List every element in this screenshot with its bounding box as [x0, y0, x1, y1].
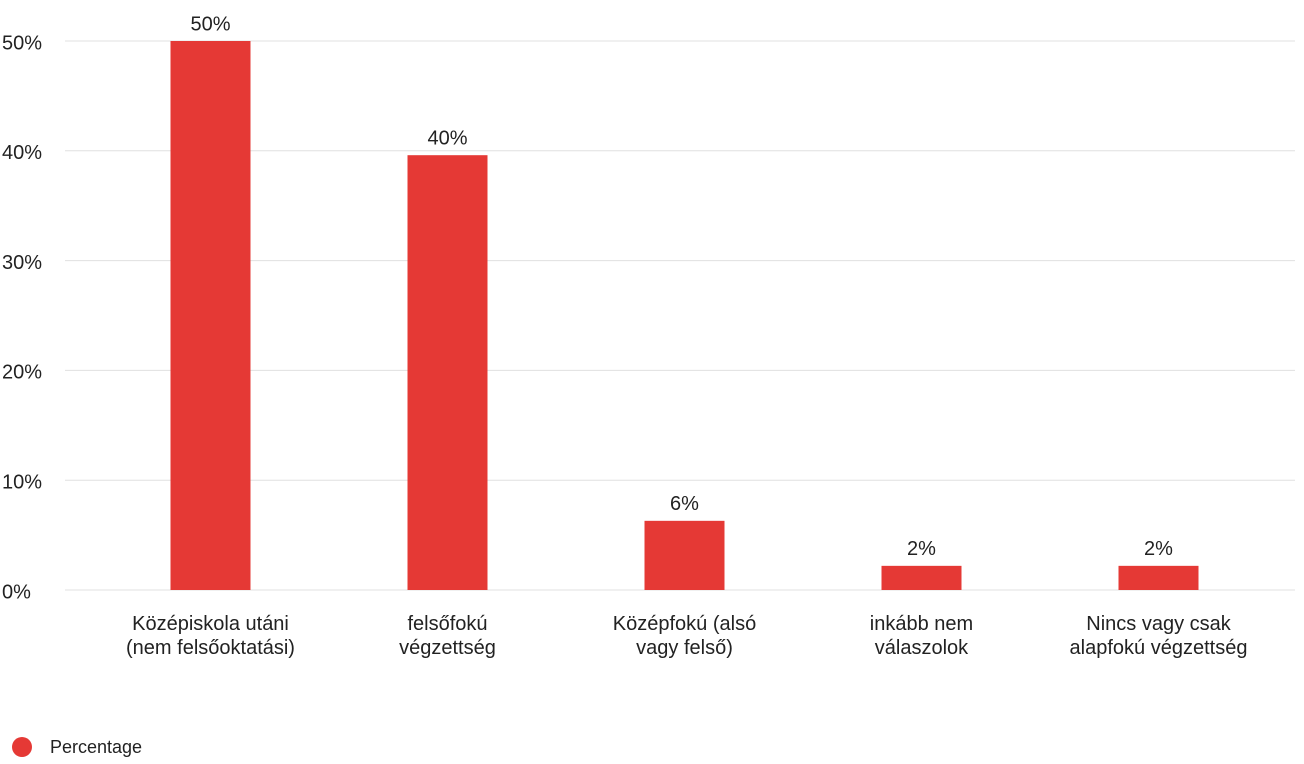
legend-label: Percentage	[50, 737, 142, 757]
x-tick-label-box: Középiskola utáni (nem felsőoktatási)	[126, 613, 295, 659]
y-tick-label: 30%	[2, 252, 42, 274]
bar	[170, 41, 251, 590]
data-label: 2%	[907, 538, 936, 560]
x-tick-label-box: Nincs vagy csak alapfokú végzettség	[1069, 613, 1248, 659]
x-tick-label-box: Középfokú (alsó vagy felső)	[612, 613, 757, 659]
x-tick-label-box: felsőfokú végzettség	[399, 613, 496, 659]
x-tick-label: inkább nem válaszolok	[869, 613, 974, 659]
x-tick-label: felsőfokú végzettség	[399, 613, 496, 659]
y-tick-label: 10%	[2, 471, 42, 493]
bar	[1118, 565, 1199, 590]
x-tick-label: Középiskola utáni (nem felsőoktatási)	[126, 613, 295, 659]
y-tick-label: 50%	[2, 32, 42, 54]
data-label: 40%	[427, 127, 467, 149]
legend-marker	[12, 737, 32, 757]
y-tick-label: 20%	[2, 362, 42, 384]
bar	[407, 155, 488, 590]
x-tick-label: Nincs vagy csak alapfokú végzettség	[1069, 613, 1248, 659]
data-label: 6%	[670, 493, 699, 515]
data-label: 50%	[190, 13, 230, 35]
x-tick-label: Középfokú (alsó vagy felső)	[612, 613, 757, 659]
y-tick-label: 40%	[2, 142, 42, 164]
data-label: 2%	[1144, 538, 1173, 560]
y-tick-label: 0%	[2, 581, 31, 603]
bar	[644, 520, 725, 590]
x-tick-label-box: inkább nem válaszolok	[869, 613, 974, 659]
bar	[881, 565, 962, 590]
